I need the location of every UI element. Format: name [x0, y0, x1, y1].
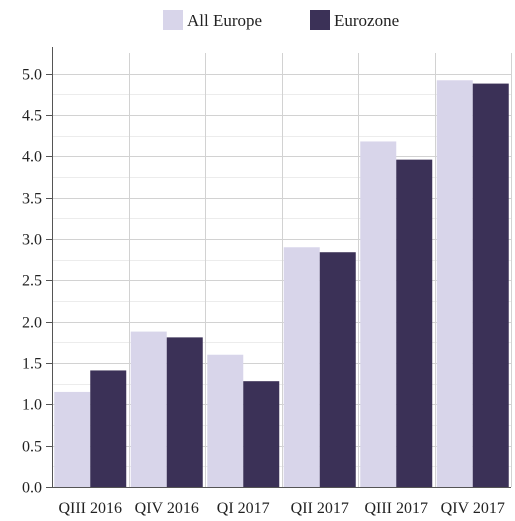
y-tick-label: 2.0: [22, 315, 42, 332]
x-tick-label: QI 2017: [217, 500, 270, 517]
x-tick-labels: QIII 2016 QIV 2016 QI 2017 QII 2017 QIII 201…: [58, 500, 504, 517]
bar-all-europe: [54, 391, 91, 487]
bar-eurozone: [166, 337, 203, 487]
y-tick-label: 4.5: [22, 108, 42, 125]
x-tick-label: QII 2017: [291, 500, 349, 517]
x-tick-label: QIII 2016: [58, 500, 122, 517]
y-tick-label: 5.0: [22, 67, 42, 84]
y-tick-label: 1.5: [22, 356, 42, 373]
x-tick-label: QIII 2017: [364, 500, 428, 517]
grid-lines: [52, 53, 512, 488]
legend-swatch-eurozone: [310, 10, 330, 30]
y-tick-label: 0.0: [22, 480, 42, 497]
y-tick-label: 0.5: [22, 439, 42, 456]
y-tick-label: 3.0: [22, 232, 42, 249]
bar-eurozone: [396, 159, 433, 487]
x-tick-label: QIV 2016: [135, 500, 199, 517]
bar-all-europe: [436, 80, 473, 487]
y-tick-label: 3.5: [22, 191, 42, 208]
y-tick-labels: 0.0 0.5 1.0 1.5 2.0 2.5 3.0 3.5 4.0 4.5 5.0: [22, 67, 42, 497]
y-tick-label: 2.5: [22, 273, 42, 290]
legend-swatch-all-europe: [163, 10, 183, 30]
y-tick-label: 1.0: [22, 397, 42, 414]
bars: [54, 80, 509, 487]
bar-all-europe: [130, 331, 167, 487]
bar-eurozone: [472, 83, 509, 487]
axes: [46, 47, 511, 488]
bar-eurozone: [319, 252, 356, 487]
legend: All Europe Eurozone: [163, 10, 399, 30]
legend-label-all-europe: All Europe: [187, 11, 262, 30]
bar-all-europe: [360, 141, 397, 487]
bar-eurozone: [90, 370, 127, 487]
bar-all-europe: [283, 247, 320, 487]
legend-label-eurozone: Eurozone: [334, 11, 399, 30]
y-tick-label: 4.0: [22, 149, 42, 166]
x-tick-label: QIV 2017: [441, 500, 505, 517]
bar-eurozone: [243, 381, 280, 487]
bar-all-europe: [207, 354, 244, 487]
